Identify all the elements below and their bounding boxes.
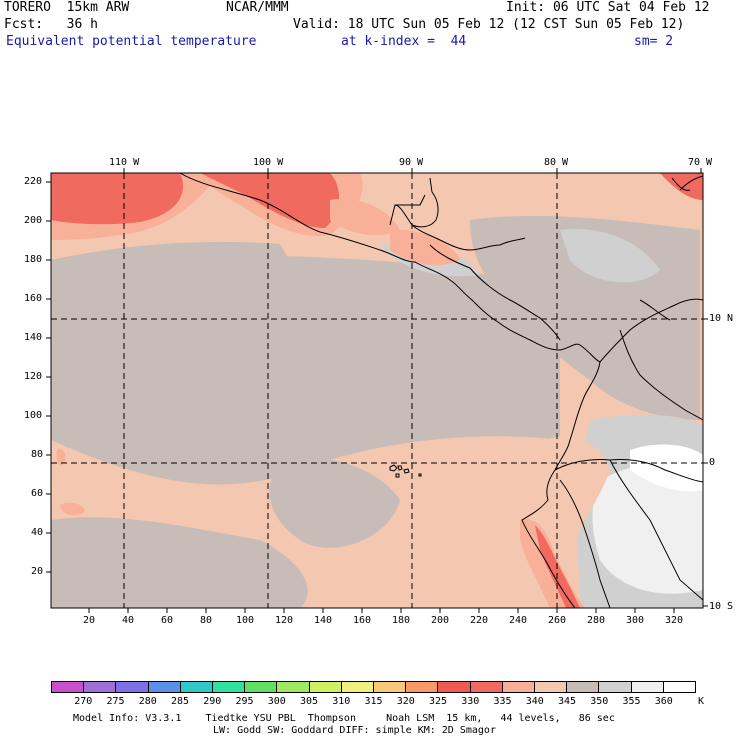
- latitude-label: 10 S: [709, 601, 734, 612]
- color-bar-label: 345: [558, 696, 577, 707]
- x-tick-label: 220: [470, 615, 489, 626]
- longitude-label: 70 W: [688, 157, 713, 168]
- color-bar-swatch: [470, 682, 503, 692]
- y-tick-label: 40: [31, 527, 44, 538]
- y-tick-label: 200: [24, 215, 43, 226]
- color-bar-swatch: [116, 682, 149, 692]
- color-bar: [51, 681, 696, 693]
- color-bar-label: 305: [300, 696, 319, 707]
- x-tick-label: 120: [275, 615, 294, 626]
- model-title: TORERO 15km ARW: [4, 0, 130, 15]
- tick-marks: [46, 168, 708, 613]
- y-tick-label: 220: [24, 176, 43, 187]
- theta-e-field: [51, 173, 703, 608]
- x-tick-label: 280: [587, 615, 606, 626]
- x-tick-label: 40: [122, 615, 135, 626]
- y-tick-label: 80: [31, 449, 44, 460]
- color-bar-label: 340: [525, 696, 544, 707]
- physics-info: LW: Godd SW: Goddard DIFF: simple KM: 2D…: [213, 725, 496, 736]
- color-bar-swatch: [374, 682, 407, 692]
- x-tick-label: 180: [392, 615, 411, 626]
- level-label: at k-index = 44: [341, 34, 467, 49]
- graticule: [51, 173, 703, 608]
- x-tick-label: 300: [626, 615, 645, 626]
- longitude-label: 90 W: [399, 157, 424, 168]
- x-tick-label: 80: [200, 615, 213, 626]
- y-tick-label: 180: [24, 254, 43, 265]
- color-bar-label: 295: [235, 696, 254, 707]
- color-bar-swatch: [631, 682, 664, 692]
- longitude-label: 100 W: [253, 157, 284, 168]
- color-bar-label: 275: [106, 696, 125, 707]
- color-bar-swatch: [277, 682, 310, 692]
- field-name: Equivalent potential temperature: [6, 34, 257, 49]
- color-bar-swatch: [84, 682, 117, 692]
- color-bar-swatch: [535, 682, 568, 692]
- color-bar-swatch: [567, 682, 600, 692]
- forecast-hour: Fcst: 36 h: [4, 17, 98, 32]
- color-bar-label: 270: [74, 696, 93, 707]
- coastlines: [179, 173, 703, 608]
- color-bar-label: 335: [493, 696, 512, 707]
- y-tick-label: 60: [31, 488, 44, 499]
- color-bar-swatch: [502, 682, 536, 692]
- color-bar-label: 300: [267, 696, 286, 707]
- x-tick-label: 20: [83, 615, 96, 626]
- x-tick-label: 260: [548, 615, 567, 626]
- color-bar-label: 290: [203, 696, 222, 707]
- x-tick-label: 100: [236, 615, 255, 626]
- color-bar-swatch: [406, 682, 439, 692]
- y-tick-label: 20: [31, 566, 44, 577]
- color-bar-swatch: [341, 682, 375, 692]
- color-bar-swatch: [438, 682, 471, 692]
- org-label: NCAR/MMM: [226, 0, 289, 15]
- color-bar-swatch: [309, 682, 342, 692]
- color-bar-label: 330: [461, 696, 480, 707]
- y-tick-label: 100: [24, 410, 43, 421]
- y-tick-label: 160: [24, 293, 43, 304]
- color-bar-label: 285: [171, 696, 190, 707]
- x-tick-label: 320: [665, 615, 684, 626]
- color-bar-label: 355: [622, 696, 641, 707]
- y-tick-label: 120: [24, 371, 43, 382]
- color-bar-label: 360: [654, 696, 673, 707]
- model-info: Model Info: V3.3.1 Tiedtke YSU PBL Thomp…: [73, 713, 615, 724]
- latitude-label: 10 N: [709, 313, 734, 324]
- color-bar-swatch: [245, 682, 278, 692]
- longitude-label: 80 W: [544, 157, 569, 168]
- color-bar-label: 320: [396, 696, 415, 707]
- x-tick-label: 240: [509, 615, 528, 626]
- color-bar-swatch: [663, 682, 696, 692]
- color-bar-label: 310: [332, 696, 351, 707]
- x-tick-label: 60: [161, 615, 174, 626]
- color-bar-swatch: [599, 682, 632, 692]
- longitude-label: 110 W: [109, 157, 140, 168]
- valid-time: Valid: 18 UTC Sun 05 Feb 12 (12 CST Sun …: [293, 17, 685, 32]
- color-bar-unit: K: [698, 696, 705, 707]
- x-tick-label: 160: [353, 615, 372, 626]
- color-bar-label: 350: [590, 696, 609, 707]
- latitude-label: 0: [709, 457, 716, 468]
- color-bar-label: 280: [138, 696, 157, 707]
- y-tick-label: 140: [24, 332, 43, 343]
- color-bar-label: 325: [429, 696, 448, 707]
- init-time: Init: 06 UTC Sat 04 Feb 12: [506, 0, 710, 15]
- x-tick-label: 140: [314, 615, 333, 626]
- map-frame: [50, 172, 704, 609]
- x-tick-label: 200: [431, 615, 450, 626]
- color-bar-label: 315: [364, 696, 383, 707]
- galapagos-islands: [389, 464, 422, 478]
- color-bar-swatch: [180, 682, 214, 692]
- color-bar-swatch: [148, 682, 181, 692]
- color-bar-swatch: [52, 682, 85, 692]
- color-bar-swatch: [213, 682, 246, 692]
- smoothing-label: sm= 2: [634, 34, 674, 49]
